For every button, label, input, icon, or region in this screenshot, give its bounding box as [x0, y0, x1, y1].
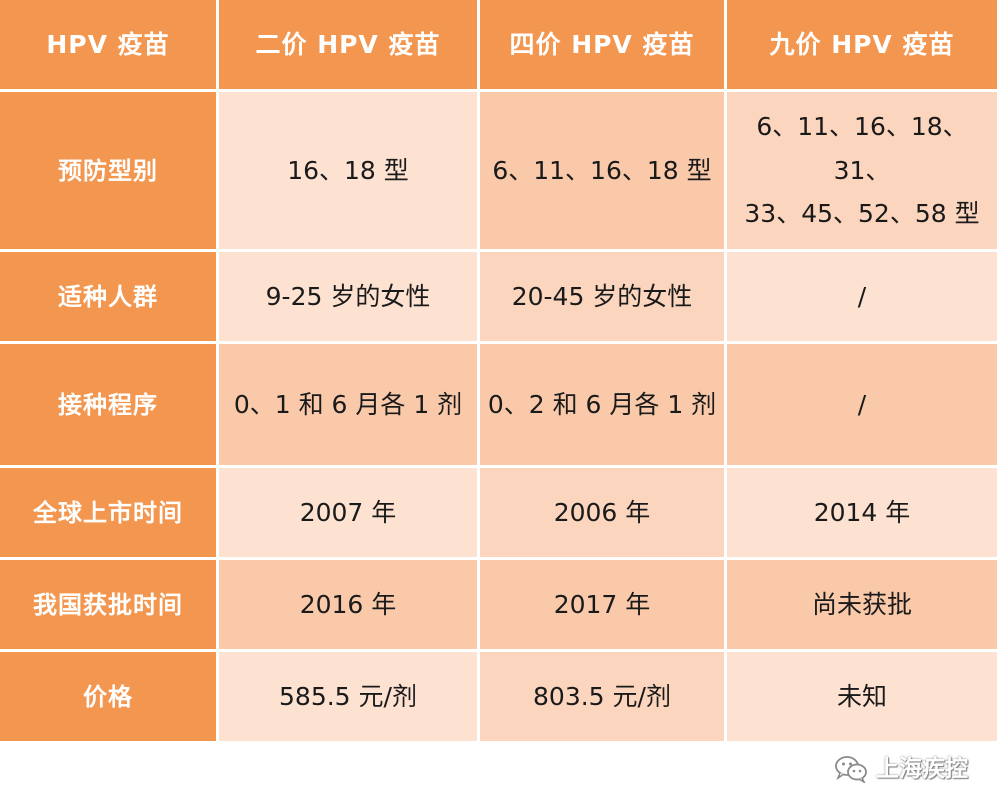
- table-cell: 803.5 元/剂: [480, 652, 727, 744]
- table-cell: 9-25 岁的女性: [219, 252, 480, 344]
- table-cell: 20-45 岁的女性: [480, 252, 727, 344]
- table-cell: 6、11、16、18、31、 33、45、52、58 型: [727, 92, 1000, 252]
- header-cell-bivalent: 二价 HPV 疫苗: [219, 0, 480, 92]
- watermark: 上海疾控: [834, 754, 968, 784]
- row-label-global-launch: 全球上市时间: [0, 468, 219, 560]
- table-cell: 585.5 元/剂: [219, 652, 480, 744]
- table-cell: 2016 年: [219, 560, 480, 652]
- row-label-population: 适种人群: [0, 252, 219, 344]
- row-label-types: 预防型别: [0, 92, 219, 252]
- table-cell: 2007 年: [219, 468, 480, 560]
- wechat-icon: [835, 756, 867, 783]
- header-cell-quadrivalent: 四价 HPV 疫苗: [480, 0, 727, 92]
- table-cell: 6、11、16、18 型: [480, 92, 727, 252]
- table-cell: 尚未获批: [727, 560, 1000, 652]
- table-cell: 未知: [727, 652, 1000, 744]
- table-cell: /: [727, 252, 1000, 344]
- row-label-schedule: 接种程序: [0, 344, 219, 468]
- table-cell: 2014 年: [727, 468, 1000, 560]
- table-cell: 2006 年: [480, 468, 727, 560]
- header-cell-nonavalent: 九价 HPV 疫苗: [727, 0, 1000, 92]
- row-label-price: 价格: [0, 652, 219, 744]
- footer: 上海疾控: [0, 744, 1000, 785]
- watermark-text: 上海疾控: [876, 755, 968, 782]
- table-cell: 0、2 和 6 月各 1 剂: [480, 344, 727, 468]
- table-cell: 2017 年: [480, 560, 727, 652]
- table-cell: 16、18 型: [219, 92, 480, 252]
- row-label-china-approval: 我国获批时间: [0, 560, 219, 652]
- table-cell: /: [727, 344, 1000, 468]
- table-cell: 0、1 和 6 月各 1 剂: [219, 344, 480, 468]
- header-cell-vaccine: HPV 疫苗: [0, 0, 219, 92]
